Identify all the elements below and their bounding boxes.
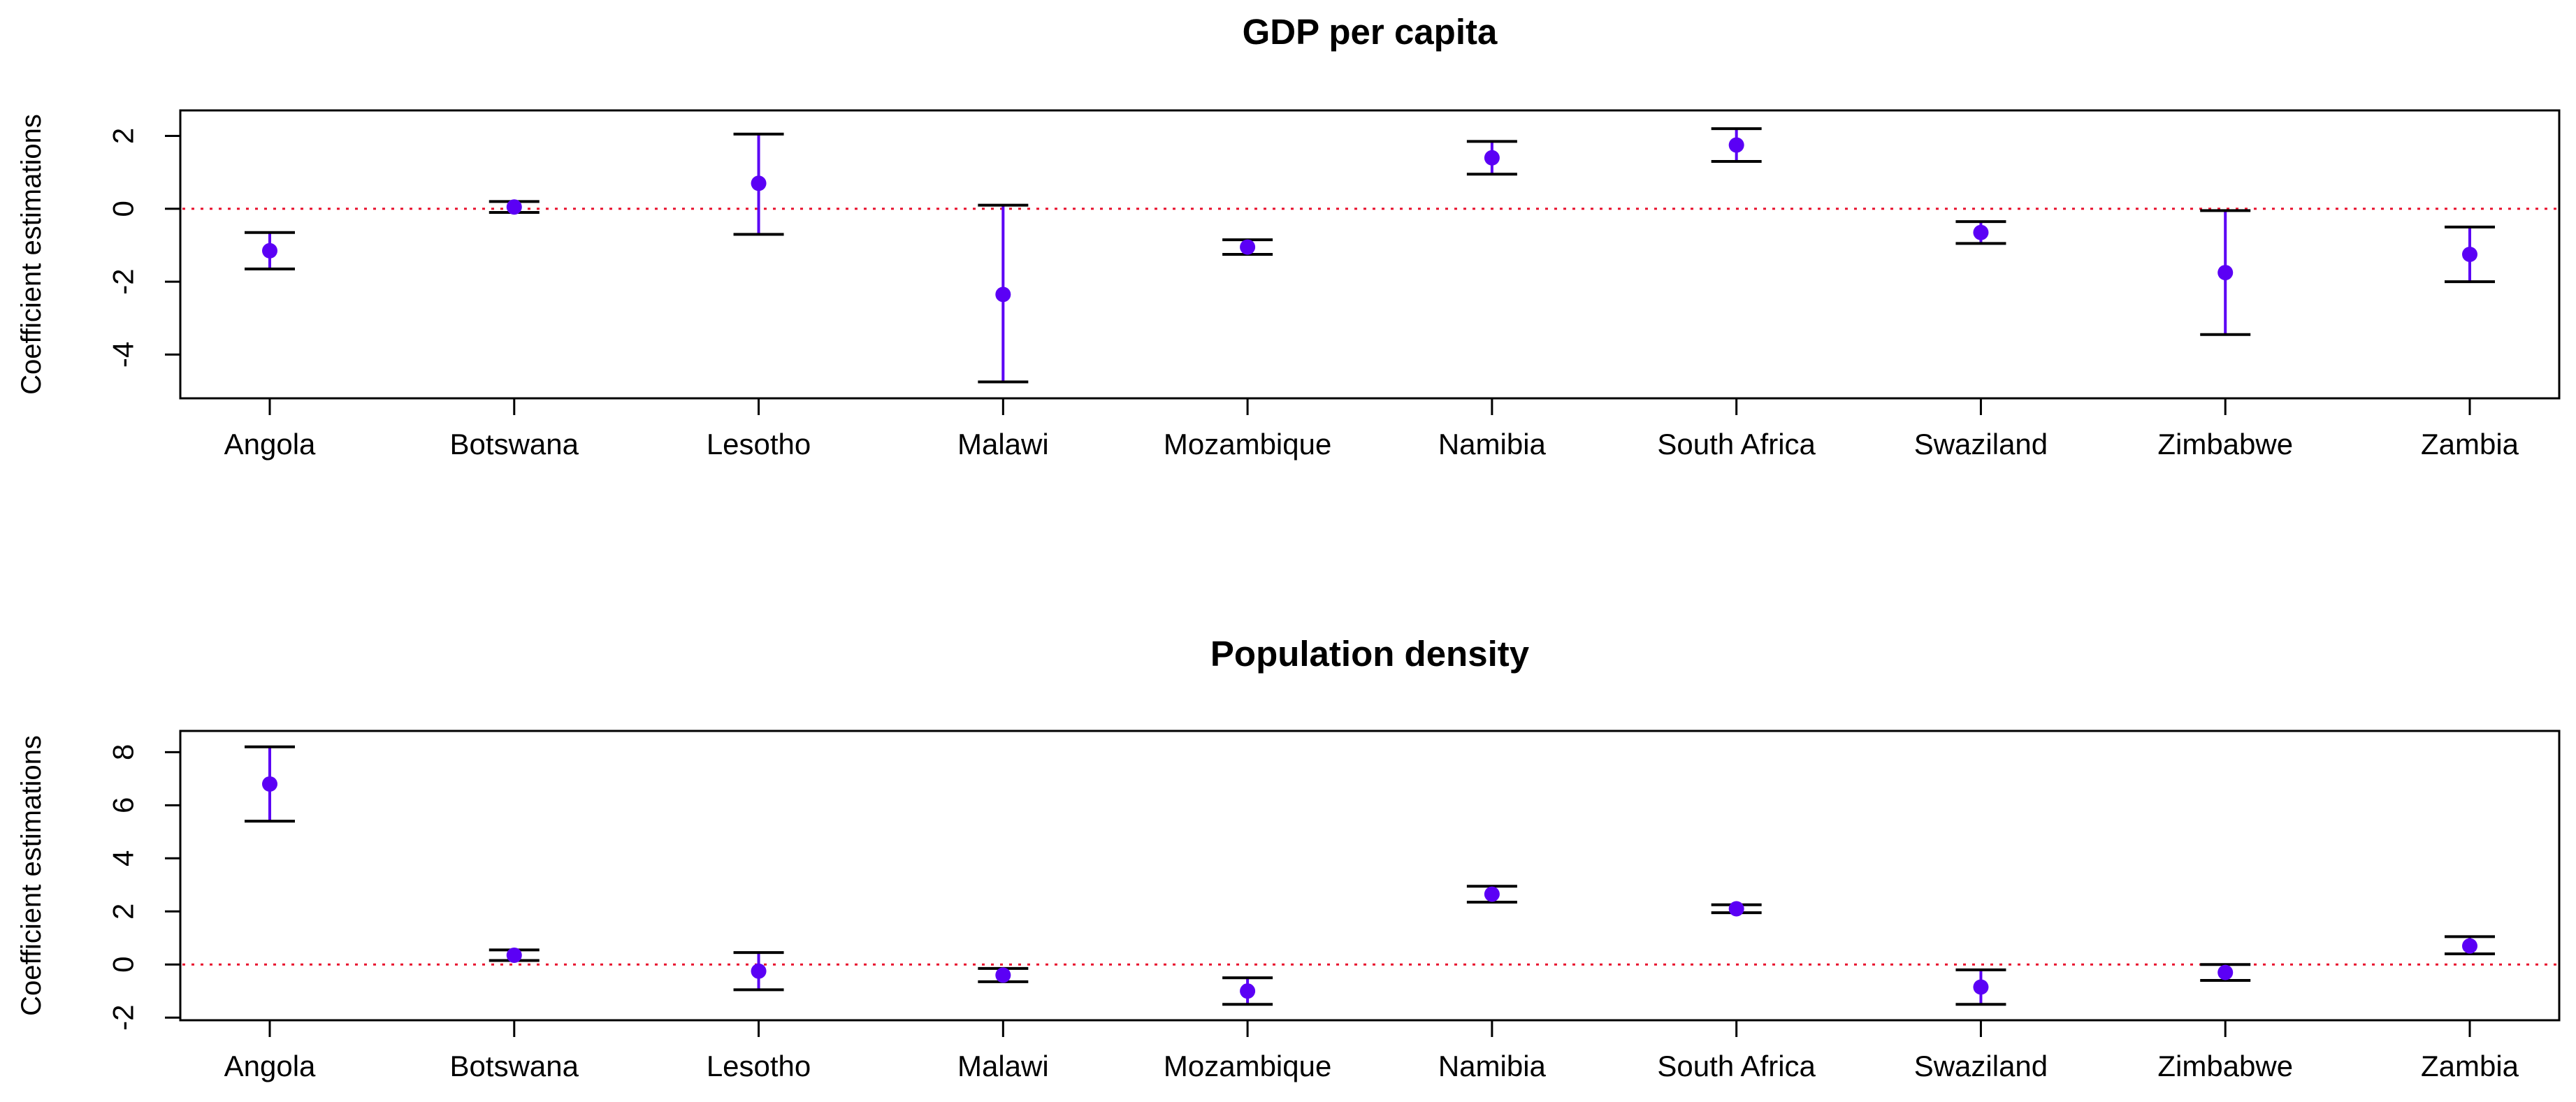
- x-tick-label-swaziland: Swaziland: [1914, 1050, 2048, 1082]
- estimate-point-south-africa: [1728, 137, 1744, 153]
- estimate-point-swaziland: [1973, 224, 1989, 240]
- estimate-point-namibia: [1484, 150, 1500, 166]
- x-tick-label-malawi: Malawi: [957, 1050, 1049, 1082]
- plot-frame: [179, 730, 2561, 1022]
- x-tick-label-mozambique: Mozambique: [1164, 428, 1331, 461]
- y-tick-label: 2: [107, 904, 140, 920]
- x-tick-label-botswana: Botswana: [450, 1050, 579, 1082]
- x-tick-label-botswana: Botswana: [450, 428, 579, 461]
- estimate-point-zimbabwe: [2217, 265, 2234, 281]
- y-tick-label: -2: [107, 268, 140, 294]
- estimate-point-lesotho: [751, 963, 767, 979]
- estimate-point-botswana: [506, 947, 522, 963]
- estimate-point-angola: [262, 776, 277, 792]
- estimate-point-botswana: [506, 199, 522, 215]
- x-tick-label-lesotho: Lesotho: [707, 428, 811, 461]
- plot-frame: [179, 109, 2561, 400]
- estimate-point-zambia: [2462, 247, 2477, 262]
- y-axis-label: Coefficient estimations: [16, 735, 47, 1016]
- y-tick-label: 8: [107, 744, 140, 760]
- x-tick-label-swaziland: Swaziland: [1914, 428, 2048, 461]
- x-tick-label-angola: Angola: [224, 428, 316, 461]
- x-tick-label-angola: Angola: [224, 1050, 316, 1082]
- y-tick-label: 6: [107, 797, 140, 813]
- x-tick-label-zimbabwe: Zimbabwe: [2157, 1050, 2293, 1082]
- estimate-point-zambia: [2462, 938, 2477, 954]
- x-tick-label-south-africa: South Africa: [1657, 1050, 1816, 1082]
- y-tick-label: -4: [107, 342, 140, 368]
- chart-title: Population density: [1210, 634, 1530, 674]
- panel-gdp-per-capita: GDP per capita Coefficient estimations -4 -…: [16, 12, 2561, 461]
- estimate-point-zimbabwe: [2217, 964, 2234, 980]
- estimate-point-malawi: [995, 287, 1011, 303]
- panel-population-density: Population density Coefficient estimation…: [16, 634, 2561, 1082]
- x-tick-label-namibia: Namibia: [1438, 1050, 1547, 1082]
- estimate-point-swaziland: [1973, 979, 1989, 995]
- y-tick-label: 0: [107, 957, 140, 973]
- x-tick-label-zimbabwe: Zimbabwe: [2157, 428, 2293, 461]
- x-tick-label-zambia: Zambia: [2421, 1050, 2519, 1082]
- y-tick-label: -2: [107, 1005, 140, 1031]
- x-tick-label-zambia: Zambia: [2421, 428, 2519, 461]
- chart-title: GDP per capita: [1243, 12, 1498, 52]
- x-tick-label-malawi: Malawi: [957, 428, 1049, 461]
- estimate-point-mozambique: [1240, 239, 1256, 255]
- x-tick-label-south-africa: South Africa: [1657, 428, 1816, 461]
- estimate-point-namibia: [1484, 886, 1500, 902]
- estimate-point-angola: [262, 242, 277, 259]
- x-tick-label-mozambique: Mozambique: [1164, 1050, 1331, 1082]
- y-axis-label: Coefficient estimations: [16, 114, 47, 395]
- estimate-point-south-africa: [1728, 901, 1744, 917]
- estimate-point-malawi: [995, 967, 1011, 983]
- y-tick-label: 0: [107, 201, 140, 217]
- x-tick-label-lesotho: Lesotho: [707, 1050, 811, 1082]
- y-tick-label: 4: [107, 850, 140, 867]
- y-tick-label: 2: [107, 128, 140, 144]
- estimate-point-lesotho: [751, 175, 767, 191]
- x-tick-label-namibia: Namibia: [1438, 428, 1547, 461]
- estimate-point-mozambique: [1240, 983, 1256, 999]
